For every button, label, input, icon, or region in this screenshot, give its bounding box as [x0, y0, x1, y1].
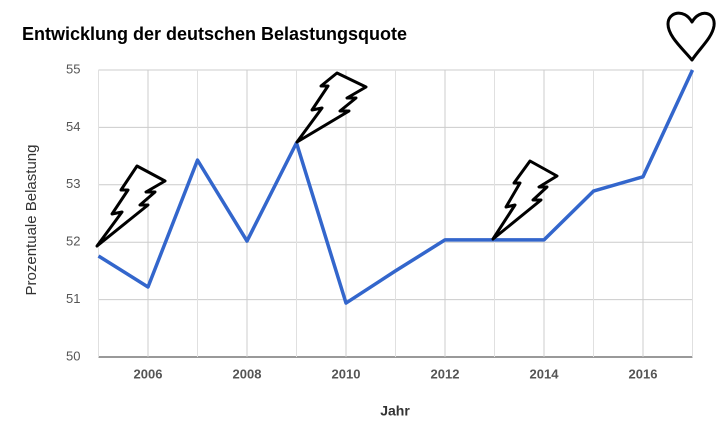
y-axis-label: Prozentuale Belastung	[23, 145, 40, 296]
lightning	[295, 71, 368, 144]
x-tick-label: 2008	[233, 366, 262, 381]
y-tick-label: 50	[66, 348, 80, 363]
y-tick-label: 55	[66, 61, 80, 76]
x-tick-label: 2016	[629, 366, 658, 381]
lightning	[491, 159, 559, 241]
x-tick-label: 2010	[332, 366, 361, 381]
chart-title: Entwicklung der deutschen Belastungsquot…	[22, 24, 407, 44]
plot	[97, 69, 695, 305]
y-tick-label: 54	[66, 119, 80, 134]
y-tick-label: 51	[66, 291, 80, 306]
grid: 50 51 52 53 54 55 2006 2008 2010 2012 2014 2016	[66, 61, 693, 381]
decorations	[95, 11, 716, 248]
y-tick-label: 52	[66, 234, 80, 249]
x-tick-label: 2012	[431, 366, 460, 381]
heart	[666, 11, 716, 62]
y-tick-label: 53	[66, 176, 80, 191]
x-tick-label: 2014	[530, 366, 560, 381]
x-tick-label: 2006	[134, 366, 163, 381]
x-axis-label: Jahr	[380, 403, 410, 419]
line-series	[97, 69, 695, 305]
lightning	[95, 164, 167, 248]
